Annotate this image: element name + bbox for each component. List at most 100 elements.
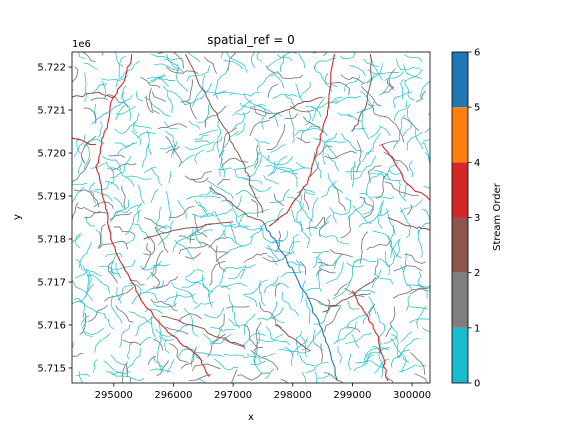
stream-segment-order-1 [279, 54, 285, 73]
stream-segment-order-1 [341, 133, 364, 152]
stream-segment-order-1 [74, 134, 86, 157]
stream-segment-order-1 [185, 269, 204, 278]
stream-segment-order-1 [294, 127, 328, 137]
stream-segment-order-1 [117, 285, 133, 301]
stream-segment-order-1 [75, 258, 88, 276]
stream-segment-order-2 [165, 326, 189, 335]
stream-segment-order-1 [121, 85, 127, 99]
stream-segment-order-1 [408, 306, 428, 310]
stream-segment-order-1 [171, 282, 192, 296]
stream-segment-order-1 [267, 244, 293, 254]
stream-segment-order-1 [271, 230, 288, 244]
stream-segment-order-1 [83, 138, 105, 147]
stream-segment-order-1 [261, 112, 283, 130]
stream-segment-order-2 [284, 113, 299, 119]
stream-segment-order-2 [147, 355, 157, 366]
stream-segment-order-2 [386, 377, 394, 383]
stream-segment-order-1 [115, 262, 122, 278]
stream-segment-order-1 [206, 136, 223, 153]
stream-segment-order-1 [389, 169, 404, 175]
stream-order-4 [268, 53, 336, 227]
stream-segment-order-1 [135, 316, 154, 337]
stream-segment-order-1 [154, 63, 180, 71]
stream-segment-order-2 [392, 287, 430, 299]
stream-segment-order-1 [365, 171, 383, 196]
stream-segment-order-1 [176, 63, 189, 92]
plot-frame [71, 51, 431, 384]
stream-order-3 [143, 221, 234, 240]
stream-segment-order-2 [156, 360, 170, 377]
stream-segment-order-1 [339, 52, 356, 59]
stream-segment-order-1 [296, 189, 315, 194]
stream-segment-order-1 [158, 78, 176, 81]
stream-segment-order-1 [151, 53, 183, 61]
stream-segment-order-1 [218, 130, 239, 159]
stream-segment-order-1 [353, 155, 377, 180]
y-tick-label: 5.720 [37, 149, 66, 160]
stream-segment-order-1 [115, 60, 141, 88]
stream-segment-order-2 [378, 140, 399, 146]
stream-segment-order-1 [194, 134, 209, 140]
stream-segment-order-1 [396, 337, 420, 359]
stream-segment-order-1 [347, 113, 363, 122]
stream-segment-order-1 [345, 170, 362, 173]
y-tick-label: 5.721 [37, 106, 66, 117]
stream-segment-order-1 [158, 318, 175, 342]
stream-segment-order-2 [375, 173, 389, 199]
stream-order-3 [208, 186, 264, 223]
stream-segment-order-1 [324, 214, 332, 227]
stream-segment-order-1 [386, 208, 396, 235]
stream-segment-order-2 [93, 201, 114, 209]
stream-segment-order-2 [194, 214, 208, 238]
stream-segment-order-1 [118, 55, 127, 78]
stream-segment-order-1 [84, 72, 87, 102]
x-axis: 295000 296000 297000 298000 299000 300000 [95, 383, 431, 401]
stream-segment-order-1 [103, 360, 131, 374]
stream-segment-order-1 [404, 80, 415, 101]
stream-segment-order-2 [108, 154, 126, 158]
stream-segment-order-2 [104, 286, 135, 302]
stream-segment-order-1 [424, 113, 430, 133]
stream-segment-order-2 [168, 343, 188, 363]
stream-segment-order-1 [350, 160, 356, 181]
stream-segment-order-1 [361, 150, 375, 163]
stream-segment-order-1 [184, 52, 201, 63]
stream-segment-order-1 [104, 317, 115, 330]
stream-segment-order-1 [347, 353, 352, 371]
stream-segment-order-1 [406, 294, 411, 311]
colorbar-label: Stream Order [492, 182, 503, 251]
stream-segment-order-1 [99, 265, 120, 275]
stream-segment-order-1 [349, 65, 366, 77]
stream-segment-order-2 [151, 249, 164, 278]
stream-segment-order-1 [269, 307, 284, 319]
stream-segment-order-1 [184, 82, 212, 105]
stream-segment-order-1 [168, 171, 172, 183]
stream-segment-order-1 [199, 208, 233, 219]
y-axis: 5.715 5.716 5.717 5.718 5.719 5.720 5.721 5.722 [37, 63, 72, 374]
stream-segment-order-2 [178, 244, 208, 255]
stream-segment-order-1 [217, 167, 232, 170]
stream-segment-order-1 [337, 325, 350, 343]
stream-segment-order-1 [265, 247, 280, 262]
stream-segment-order-1 [368, 172, 402, 181]
stream-segment-order-2 [219, 313, 225, 329]
stream-segment-order-2 [410, 352, 426, 375]
stream-segment-order-1 [162, 85, 186, 106]
stream-segment-order-1 [422, 327, 430, 333]
stream-segment-order-1 [232, 100, 252, 116]
stream-segment-order-1 [395, 239, 401, 258]
stream-segment-order-1 [124, 210, 142, 236]
stream-segment-order-1 [296, 203, 305, 224]
colorbar-tick-label: 4 [474, 158, 480, 169]
stream-segment-order-1 [236, 195, 242, 209]
stream-segment-order-1 [258, 279, 268, 293]
stream-segment-order-1 [223, 59, 244, 70]
stream-segment-order-1 [288, 110, 295, 144]
stream-segment-order-2 [72, 158, 91, 183]
stream-segment-order-2 [143, 235, 155, 256]
stream-segment-order-1 [278, 166, 298, 188]
stream-segment-order-1 [258, 142, 269, 162]
stream-segment-order-1 [105, 161, 115, 185]
stream-segment-order-1 [119, 324, 131, 348]
stream-segment-order-1 [254, 138, 270, 145]
